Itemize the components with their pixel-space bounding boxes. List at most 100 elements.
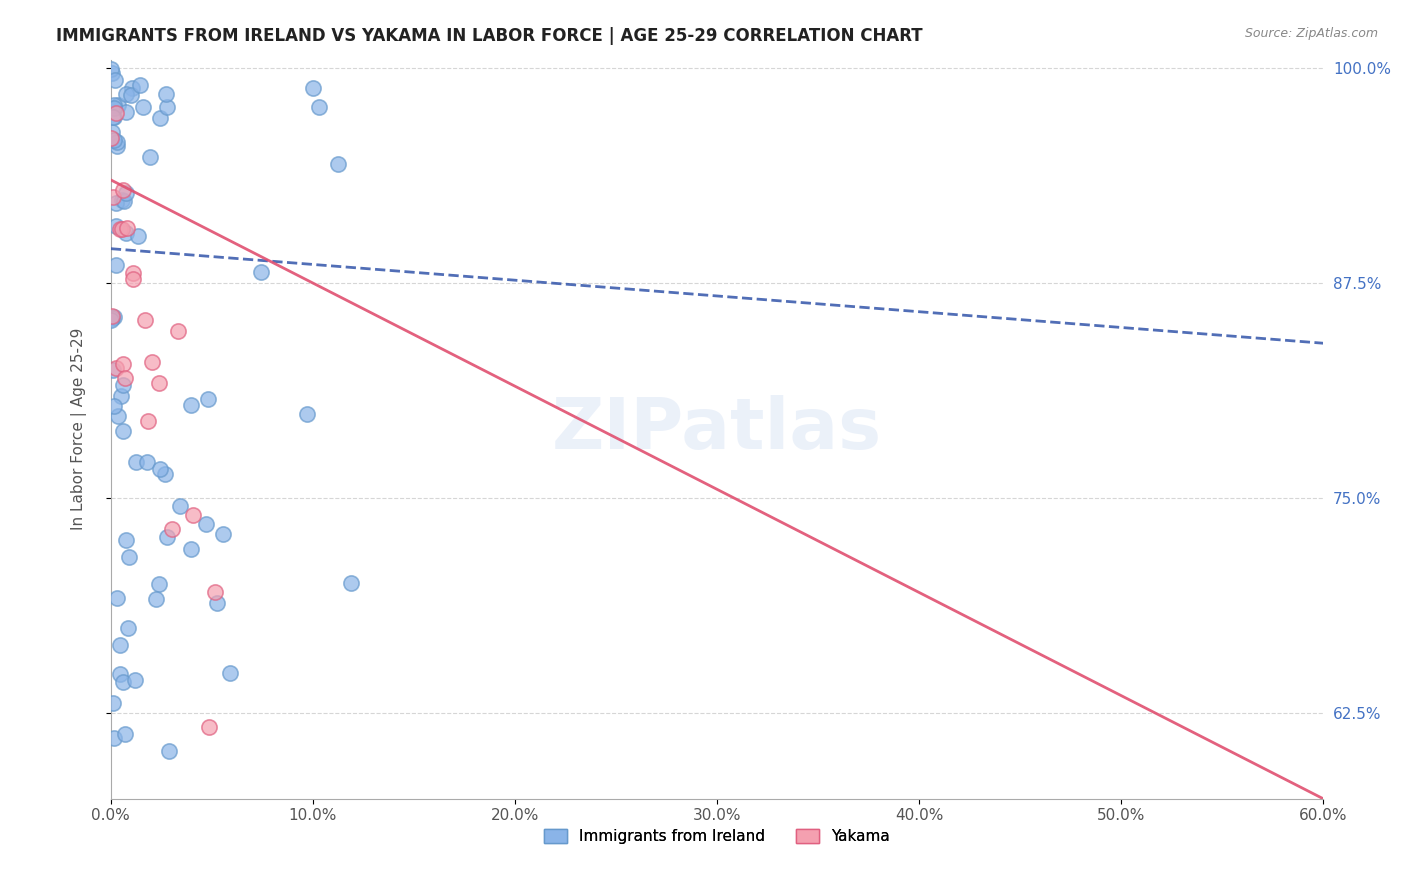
Point bbox=[100, 62, 122, 76]
Point bbox=[101, 310, 124, 324]
Point bbox=[181, 508, 204, 522]
Point bbox=[111, 193, 134, 207]
Point bbox=[115, 533, 138, 547]
Point bbox=[148, 111, 170, 125]
Point bbox=[157, 744, 180, 758]
Point bbox=[195, 516, 218, 531]
Point bbox=[103, 101, 125, 115]
Point bbox=[105, 591, 128, 606]
Text: Source: ZipAtlas.com: Source: ZipAtlas.com bbox=[1244, 27, 1378, 40]
Point bbox=[169, 499, 191, 513]
Point bbox=[134, 313, 156, 327]
Point bbox=[105, 138, 128, 153]
Point bbox=[132, 100, 155, 114]
Point bbox=[218, 666, 240, 681]
Point bbox=[136, 455, 159, 469]
Point bbox=[107, 98, 129, 112]
Point bbox=[103, 731, 125, 746]
Point bbox=[110, 389, 132, 403]
Point bbox=[212, 526, 235, 541]
Point bbox=[122, 271, 145, 285]
Point bbox=[156, 530, 179, 544]
Point bbox=[105, 135, 128, 149]
Point bbox=[339, 575, 361, 590]
Point bbox=[117, 620, 139, 634]
Point bbox=[107, 409, 129, 424]
Point bbox=[103, 363, 125, 377]
Point bbox=[105, 219, 128, 233]
Point bbox=[111, 378, 134, 392]
Point bbox=[101, 696, 124, 710]
Point bbox=[101, 66, 124, 80]
Point bbox=[118, 549, 141, 564]
Point bbox=[103, 399, 125, 413]
Point bbox=[104, 106, 127, 120]
Point bbox=[204, 584, 226, 599]
Point bbox=[101, 125, 124, 139]
Point bbox=[114, 370, 136, 384]
Point bbox=[101, 110, 124, 124]
Point bbox=[136, 414, 159, 428]
Point bbox=[108, 222, 131, 236]
Point bbox=[197, 392, 219, 406]
Point bbox=[104, 196, 127, 211]
Point bbox=[155, 467, 177, 481]
Point bbox=[205, 596, 228, 610]
Point bbox=[145, 592, 167, 607]
Point bbox=[111, 357, 134, 371]
Point bbox=[105, 360, 128, 375]
Point bbox=[233, 835, 256, 849]
Point bbox=[141, 354, 163, 368]
Point bbox=[111, 183, 134, 197]
Point bbox=[155, 87, 177, 101]
Point bbox=[121, 266, 143, 280]
Y-axis label: In Labor Force | Age 25-29: In Labor Force | Age 25-29 bbox=[72, 328, 87, 531]
Point bbox=[108, 666, 131, 681]
Point bbox=[326, 157, 349, 171]
Point bbox=[114, 727, 136, 741]
Point bbox=[308, 100, 330, 114]
Point bbox=[250, 265, 273, 279]
Point bbox=[124, 673, 146, 687]
Point bbox=[127, 229, 149, 244]
Point bbox=[149, 462, 172, 476]
Point bbox=[148, 577, 170, 591]
Point bbox=[125, 455, 148, 469]
Point bbox=[114, 87, 136, 101]
Legend: Immigrants from Ireland, Yakama: Immigrants from Ireland, Yakama bbox=[538, 823, 896, 850]
Point bbox=[156, 100, 179, 114]
Point bbox=[110, 638, 132, 652]
Point bbox=[297, 407, 319, 421]
Point bbox=[100, 131, 122, 145]
Text: ZIPatlas: ZIPatlas bbox=[553, 394, 882, 464]
Text: IMMIGRANTS FROM IRELAND VS YAKAMA IN LABOR FORCE | AGE 25-29 CORRELATION CHART: IMMIGRANTS FROM IRELAND VS YAKAMA IN LAB… bbox=[56, 27, 922, 45]
Point bbox=[180, 398, 202, 412]
Point bbox=[100, 313, 122, 327]
Point bbox=[114, 186, 136, 201]
Point bbox=[103, 190, 125, 204]
Point bbox=[112, 194, 135, 208]
Point bbox=[103, 98, 125, 112]
Point bbox=[111, 222, 134, 236]
Point bbox=[111, 674, 134, 689]
Point bbox=[162, 522, 184, 536]
Point bbox=[128, 78, 150, 92]
Point bbox=[115, 226, 138, 240]
Point bbox=[121, 81, 143, 95]
Point bbox=[302, 80, 325, 95]
Point bbox=[103, 110, 125, 124]
Point bbox=[148, 376, 170, 391]
Point bbox=[198, 720, 221, 734]
Point bbox=[180, 541, 202, 556]
Point bbox=[103, 310, 125, 325]
Point bbox=[138, 150, 160, 164]
Point bbox=[103, 133, 125, 147]
Point bbox=[104, 73, 127, 87]
Point bbox=[111, 424, 134, 438]
Point bbox=[100, 311, 122, 326]
Point bbox=[115, 221, 138, 235]
Point bbox=[105, 258, 128, 272]
Point bbox=[167, 324, 190, 338]
Point bbox=[120, 87, 142, 102]
Point bbox=[114, 105, 136, 120]
